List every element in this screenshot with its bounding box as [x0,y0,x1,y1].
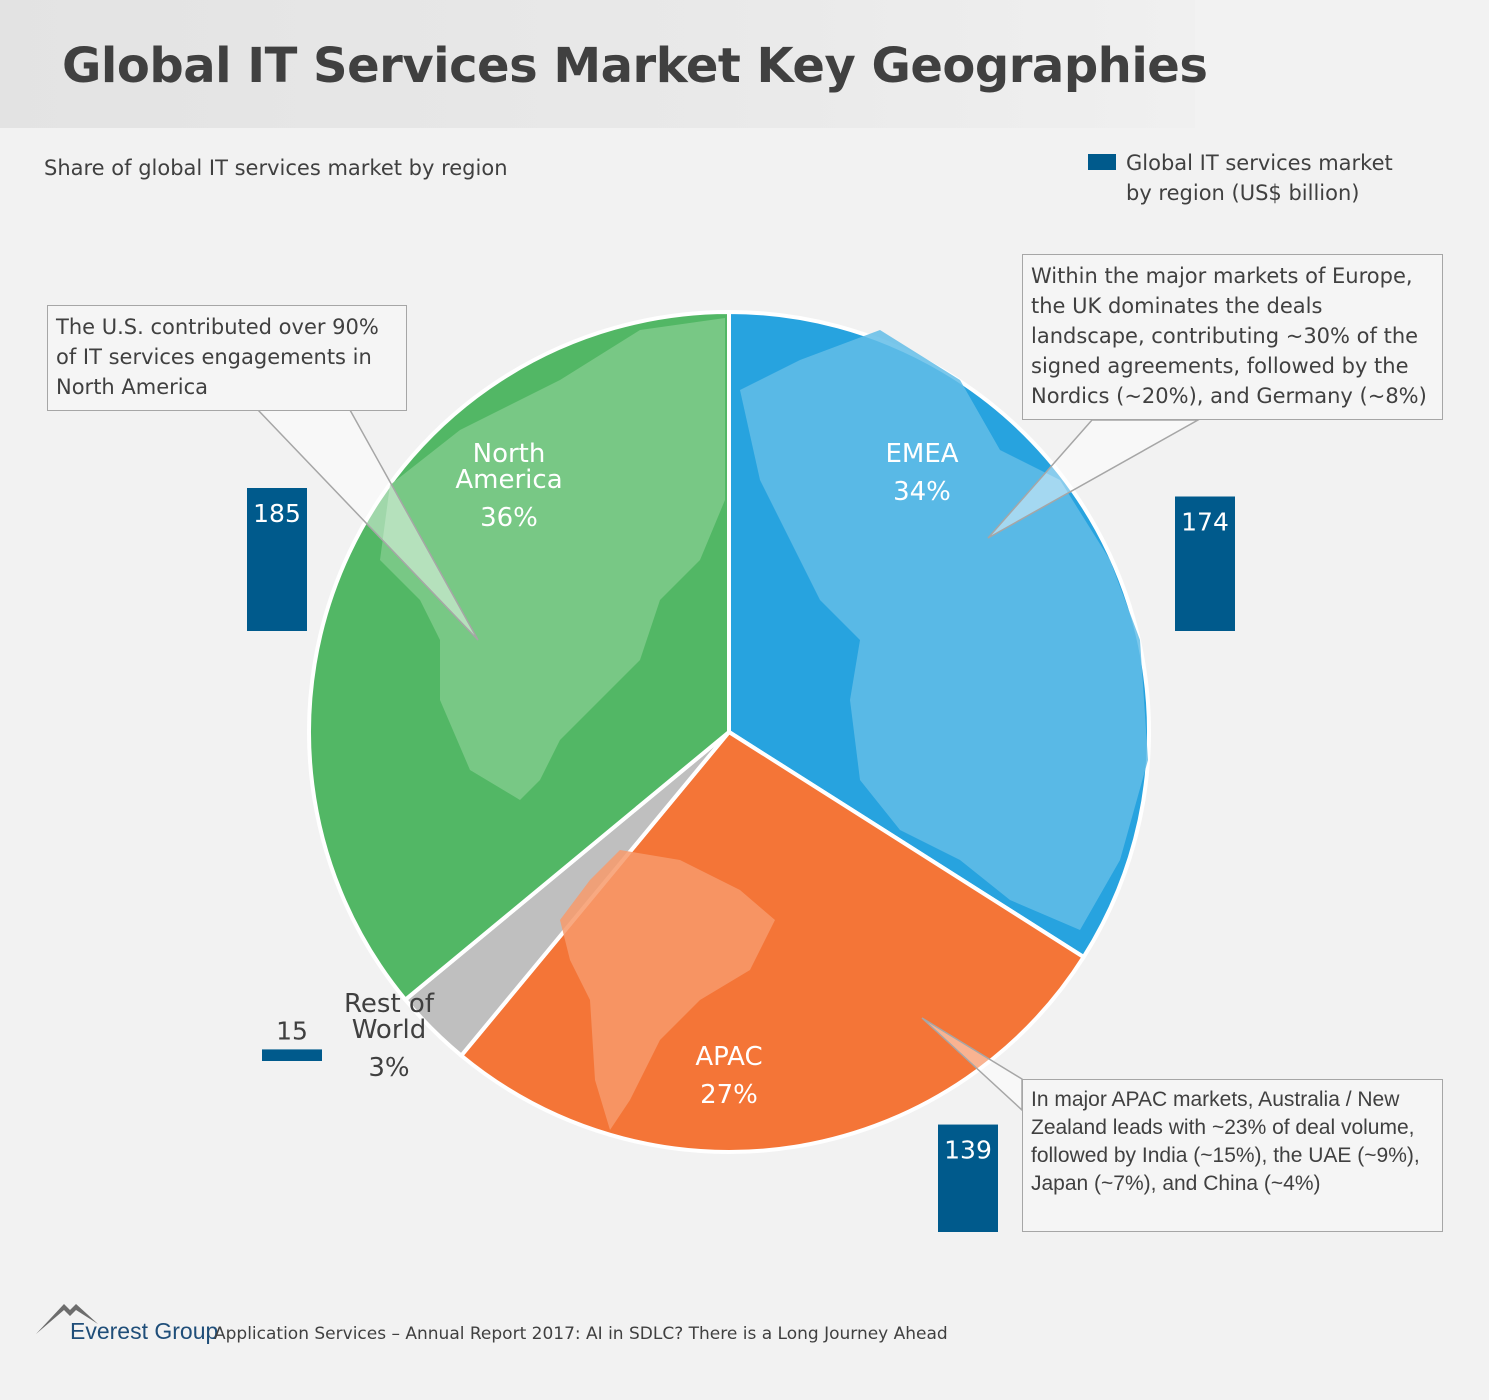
market-bar-apac [938,1124,998,1232]
map-overlay-north-america [380,318,725,800]
page-title: Global IT Services Market Key Geographie… [62,38,1208,94]
callout-north-america: The U.S. contributed over 90% of IT serv… [47,305,407,411]
market-bar-value-rest-of-world: 15 [276,1016,308,1045]
everest-logo-icon [36,1304,98,1334]
slice-label-north-america-line-1: North [473,439,546,469]
map-overlay-apac [560,850,775,1130]
slice-label-emea-line-1: EMEA [885,439,958,469]
slice-share-north-america: 36% [480,503,538,533]
market-bar-value-north-america: 185 [253,499,301,528]
legend-label: Global IT services market by region (US$… [1126,151,1393,205]
footer-report-title: Application Services – Annual Report 201… [214,1324,948,1344]
market-bar-value-emea: 174 [1181,508,1229,537]
map-overlay-emea [740,330,1148,930]
slice-share-rest-of-world: 3% [368,1053,409,1083]
callout-apac: In major APAC markets, Australia / New Z… [1022,1079,1443,1232]
footer-brand: Everest Group [70,1318,219,1344]
footer: Everest Group Application Services – Ann… [36,1296,1036,1356]
callout-pointer-emea [987,419,1201,539]
slice-share-emea: 34% [893,477,951,507]
market-bar-value-apac: 139 [944,1136,992,1165]
legend-swatch [1088,154,1116,170]
market-bar-rest-of-world [262,1049,322,1061]
callout-emea: Within the major markets of Europe, the … [1022,254,1443,420]
slice-label-rest-of-world-line-2: World [352,1015,427,1045]
slice-label-north-america-line-2: America [455,465,562,495]
slice-label-rest-of-world-line-1: Rest of [344,989,435,1019]
title-bar [0,0,1195,128]
slice-share-apac: 27% [700,1080,758,1110]
slice-label-apac-line-1: APAC [695,1042,762,1072]
market-bar-north-america [247,488,307,631]
chart-subtitle: Share of global IT services market by re… [44,156,508,180]
market-bar-emea [1175,496,1235,631]
